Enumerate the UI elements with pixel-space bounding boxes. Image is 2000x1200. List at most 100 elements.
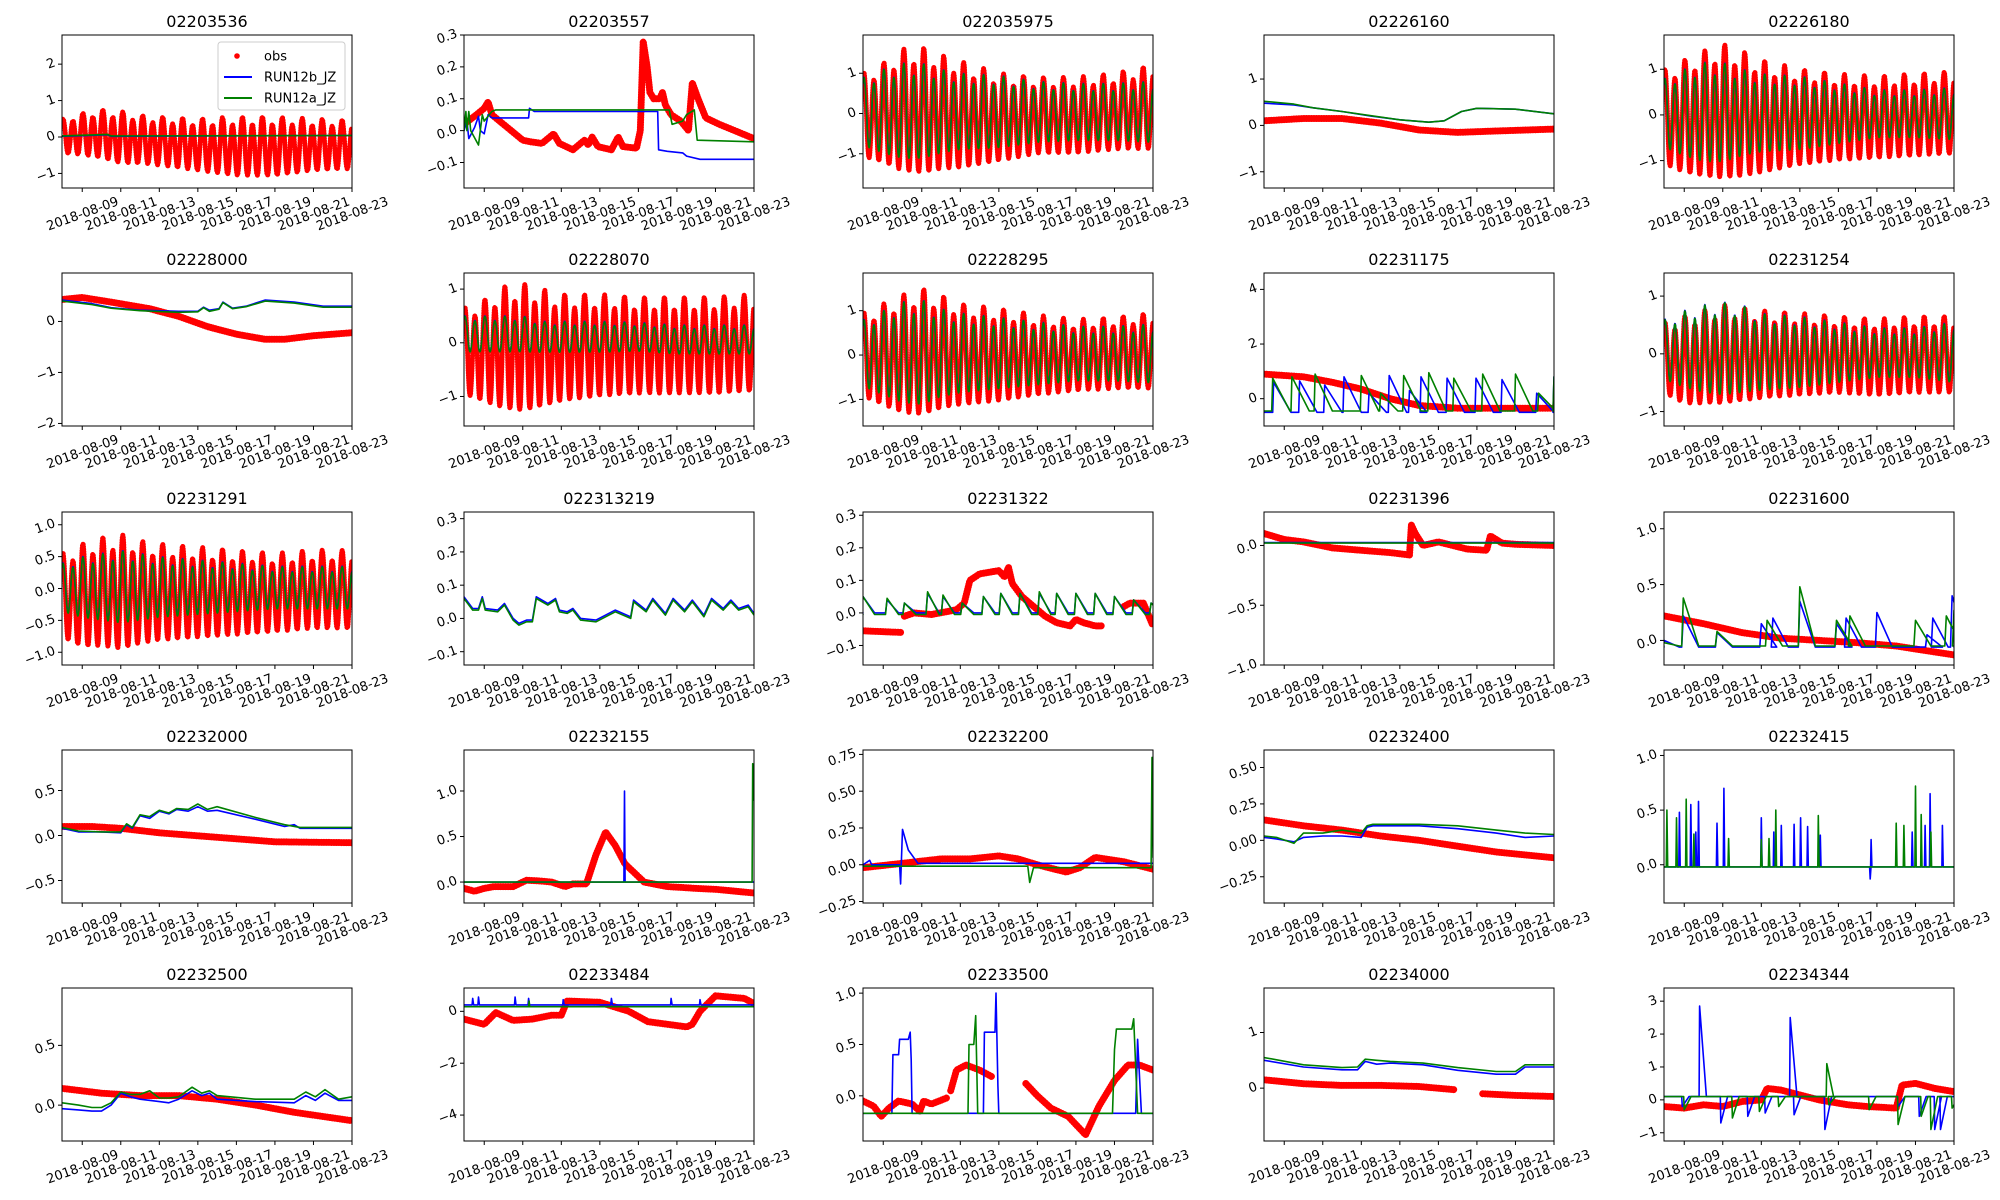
axes-frame (1263, 511, 1555, 666)
run12a-series (863, 300, 1153, 405)
y-tick-label: 1.0 (834, 985, 859, 1006)
y-tick-label: 0.0 (33, 580, 58, 601)
obs-series-core (863, 564, 1153, 636)
axes-frame (862, 272, 1154, 427)
run12a-series (464, 762, 754, 883)
axes-frame (463, 34, 755, 189)
y-tick-label: 0.00 (826, 856, 858, 880)
y-tick-label: 0.5 (33, 548, 58, 569)
obs-series-core (62, 1085, 352, 1124)
subplot-title: 02232500 (166, 965, 247, 984)
y-tick-label: −1.0 (1225, 656, 1260, 681)
obs-series-core (464, 993, 754, 1030)
y-tick-label: 0.0 (1635, 632, 1660, 653)
y-tick-label: 0.5 (33, 1037, 58, 1058)
y-tick-label: −0.1 (425, 643, 460, 668)
y-tick-label: 0.5 (834, 1036, 859, 1057)
y-tick-label: 0.0 (834, 1087, 859, 1108)
y-tick-label: 0.5 (435, 828, 460, 849)
axes-frame (862, 34, 1154, 189)
subplot-title: 02203536 (166, 12, 247, 31)
obs-series-core (1264, 522, 1554, 558)
run12a-series (62, 550, 352, 623)
y-tick-label: 0.1 (435, 90, 460, 111)
y-tick-label: 0 (1247, 117, 1260, 134)
subplot-022313219: 022313219−0.10.00.10.20.32018-08-092018-… (425, 489, 793, 711)
y-tick-label: 0 (447, 334, 460, 351)
y-tick-label: 0.75 (826, 746, 858, 770)
subplot-title: 02231322 (967, 489, 1048, 508)
obs-series-core (1264, 115, 1554, 136)
run12b-series (863, 992, 1153, 1115)
subplot-02234344: 02234344−101232018-08-092018-08-112018-0… (1636, 965, 1992, 1187)
run12b-series (1664, 787, 1954, 880)
plot-area (464, 37, 754, 161)
subplot-02231600: 022316000.00.51.02018-08-092018-08-11201… (1635, 489, 1993, 711)
run12a-series (1664, 62, 1954, 163)
run12b-series (464, 107, 754, 161)
legend-box (217, 41, 346, 111)
plot-area (1264, 100, 1554, 136)
subplot-title: 02231291 (166, 489, 247, 508)
run12a-series (464, 597, 754, 626)
axes-frame (862, 987, 1154, 1142)
subplot-02203557: 02203557−0.10.00.10.20.32018-08-092018-0… (425, 12, 793, 234)
run12b-series (1664, 595, 1954, 648)
subplot-title: 02228070 (568, 250, 649, 269)
y-tick-label: 3 (1647, 993, 1660, 1010)
plot-area (863, 563, 1153, 636)
axes-frame (1263, 34, 1555, 189)
run12a-series (1264, 371, 1554, 412)
y-tick-label: 0.0 (834, 604, 859, 625)
subplot-02232415: 022324150.00.51.02018-08-092018-08-11201… (1635, 727, 1993, 949)
axes-frame (61, 987, 353, 1142)
subplot-title: 02226160 (1368, 12, 1449, 31)
obs-series-core (62, 823, 352, 846)
run12a-series (62, 1086, 352, 1109)
y-tick-label: 0 (45, 128, 58, 145)
run12b-series (863, 828, 1153, 885)
axes-frame (1263, 749, 1555, 904)
plot-area (464, 596, 754, 626)
axes-frame (61, 34, 353, 189)
y-tick-label: 1 (1247, 71, 1260, 88)
y-tick-label: 1 (1247, 1024, 1260, 1041)
obs-series-core (1264, 817, 1554, 861)
axes-frame (463, 987, 755, 1142)
subplot-title: 02231254 (1768, 250, 1849, 269)
subplot-02232200: 02232200−0.250.000.250.500.752018-08-092… (816, 727, 1192, 949)
y-tick-label: 0.50 (826, 783, 858, 807)
legend-label: obs (264, 50, 287, 65)
subplot-title: 02231396 (1368, 489, 1449, 508)
subplot-02231254: 02231254−1012018-08-092018-08-112018-08-… (1636, 250, 1992, 472)
axes-frame (463, 511, 755, 666)
y-tick-label: 2 (1247, 336, 1260, 353)
y-tick-label: 0 (1247, 390, 1260, 407)
legend-label: RUN12b_JZ (264, 71, 336, 86)
y-tick-label: 0 (1647, 345, 1660, 362)
y-tick-label: −1 (1636, 403, 1659, 424)
subplot-02228000: 02228000−2−102018-08-092018-08-112018-08… (34, 250, 390, 472)
y-tick-label: −1.0 (23, 644, 58, 669)
y-tick-label: 1 (45, 92, 58, 109)
run12a-series (62, 133, 352, 137)
plot-area (1264, 816, 1554, 862)
y-tick-label: 0 (1647, 106, 1660, 123)
y-tick-label: 0.0 (1635, 856, 1660, 877)
y-tick-label: 0.3 (834, 507, 859, 528)
obs-series-core (1264, 371, 1554, 411)
obs-series-core (1264, 1077, 1554, 1100)
plot-area (1664, 301, 1954, 406)
y-tick-label: 0.00 (1227, 832, 1259, 856)
plot-area (1264, 370, 1554, 414)
obs-series-core (464, 38, 754, 153)
y-tick-label: −2 (436, 1055, 459, 1076)
axes-frame (1663, 987, 1955, 1142)
y-tick-label: 0 (1647, 1091, 1660, 1108)
subplot-title: 02231600 (1768, 489, 1849, 508)
run12a-series (1664, 1062, 1954, 1131)
run12a-series (62, 803, 352, 833)
run12a-series (1664, 586, 1954, 647)
y-tick-label: 0.0 (435, 874, 460, 895)
